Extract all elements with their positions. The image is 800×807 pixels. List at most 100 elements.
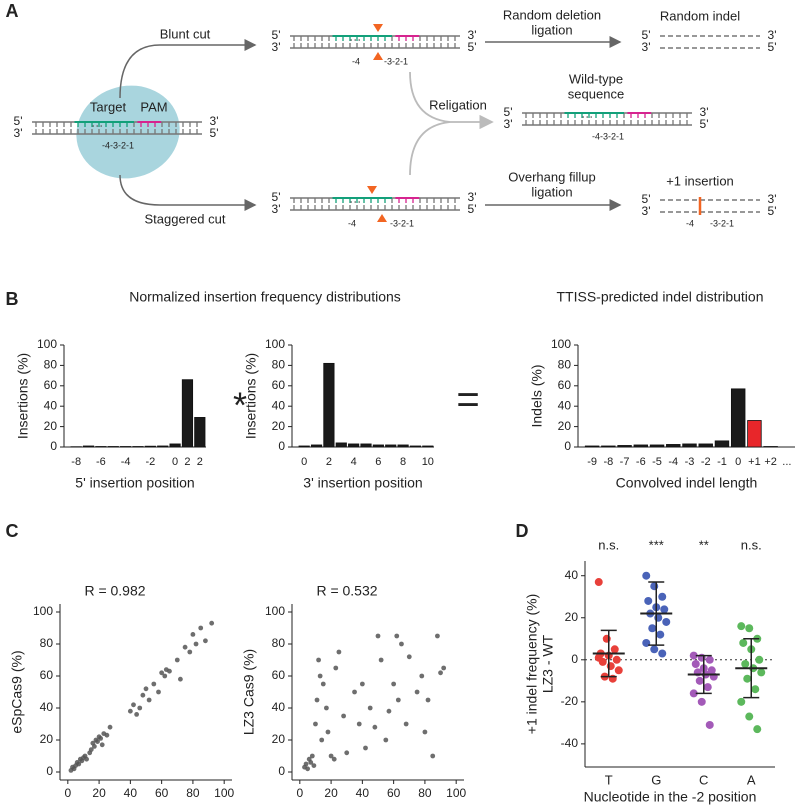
point [403, 721, 409, 727]
point [198, 625, 204, 631]
significance-label: *** [649, 537, 664, 552]
point [695, 676, 704, 685]
cut-site [373, 24, 383, 32]
point [174, 657, 180, 663]
bar [144, 445, 156, 448]
y-tick-label: 20 [272, 732, 286, 746]
point [691, 660, 700, 668]
bar [601, 445, 616, 448]
bar [617, 445, 632, 448]
dna-dot [354, 39, 357, 41]
point [642, 571, 651, 580]
y-tick-label: 100 [551, 337, 571, 351]
point [363, 745, 368, 751]
point [328, 753, 334, 759]
point [88, 747, 94, 752]
x-tick-label: 20 [92, 786, 106, 800]
bar [348, 443, 360, 448]
cut-site [377, 214, 387, 222]
bar [181, 379, 194, 448]
point [399, 641, 404, 647]
point [367, 705, 373, 711]
point [741, 660, 750, 668]
point [331, 756, 337, 762]
x-tick-label: 60 [155, 786, 169, 800]
y-tick-label: 80 [558, 358, 572, 372]
point [406, 654, 412, 660]
x-tick-label: -1 [717, 456, 727, 468]
y-tick-label: 100 [265, 604, 285, 618]
y-tick-label: 20 [40, 732, 54, 746]
point [98, 736, 104, 741]
point [751, 685, 760, 694]
strand-end: 3' [504, 117, 513, 131]
y-tick-label: 0 [564, 439, 571, 453]
bar [385, 444, 397, 448]
y-tick-label: 40 [44, 398, 58, 412]
bar [323, 362, 335, 448]
dna-dot [582, 116, 584, 118]
x-tick-label: 20 [324, 786, 338, 800]
strand-end: 3' [768, 192, 777, 206]
cas9-protein [76, 85, 180, 179]
point [435, 633, 440, 639]
point [419, 673, 425, 679]
point [378, 657, 384, 663]
bar [169, 443, 181, 448]
label: Overhang fillup [508, 169, 595, 184]
x-tick-label: T [605, 772, 613, 787]
panel-label: C [6, 521, 19, 541]
point [705, 655, 714, 664]
x-tick-label: 2 [197, 456, 203, 468]
x-tick-label: -5 [652, 456, 662, 468]
y-tick-label: 0 [50, 439, 57, 453]
point [602, 634, 611, 643]
significance-label: ** [699, 537, 709, 552]
x-tick-label: -3 [685, 456, 695, 468]
point [341, 713, 346, 719]
strand-end: 5' [700, 117, 709, 131]
y-tick-label: 60 [558, 378, 572, 392]
point [656, 630, 665, 639]
operator: = [456, 378, 479, 422]
strand-end: 3' [272, 202, 281, 216]
panel-label: B [6, 289, 19, 309]
y-tick-label: 20 [565, 610, 579, 624]
y-tick-label: 20 [558, 419, 572, 433]
y-tick-label: 40 [272, 398, 286, 412]
x-tick-label: -4 [668, 456, 678, 468]
point [697, 697, 706, 706]
strand-end: 5' [768, 204, 777, 218]
annotation: R = 0.982 [84, 583, 145, 599]
label: Wild-type [569, 71, 623, 86]
point [156, 689, 161, 695]
operator: * [233, 385, 247, 426]
x-tick-label: -7 [620, 456, 630, 468]
x-tick-label: 80 [418, 786, 432, 800]
point [317, 673, 323, 679]
point [303, 761, 309, 767]
point [76, 761, 82, 767]
point [606, 662, 615, 671]
x-tick-label: 8 [400, 456, 406, 468]
dna-dot [92, 125, 94, 127]
point [707, 666, 716, 675]
y-tick-label: -40 [561, 736, 579, 750]
point [650, 645, 659, 654]
point [344, 750, 350, 756]
strand-end: 3' [14, 126, 23, 140]
dna-dot [350, 201, 353, 203]
x-tick-label: 80 [186, 786, 200, 800]
y-tick-label: 60 [272, 668, 286, 682]
point [705, 720, 714, 729]
strand-end: 5' [468, 202, 477, 216]
y-tick-label: 60 [272, 378, 286, 392]
dna-dot [586, 116, 588, 118]
x-tick-label: 0 [64, 786, 71, 800]
point [151, 681, 157, 687]
x-axis-label: 3' insertion position [303, 475, 422, 491]
target-label: Target [90, 99, 127, 114]
point [209, 620, 215, 626]
point [737, 622, 746, 631]
